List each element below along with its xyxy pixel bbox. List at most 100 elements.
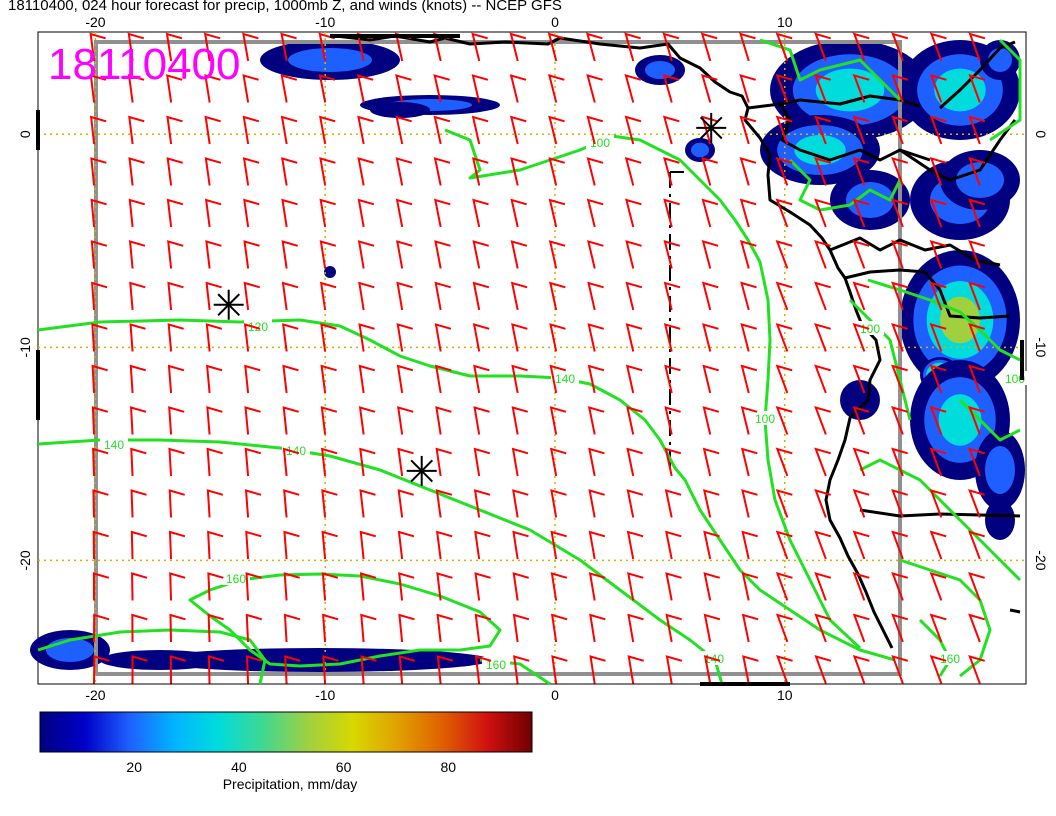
wind-barb: [626, 447, 643, 477]
wind-barb: [588, 447, 605, 477]
wind-barb: [891, 654, 909, 684]
wind-barb: [740, 364, 758, 394]
x-tick-label-top: -20: [85, 14, 105, 30]
contour-label: 160: [226, 572, 246, 586]
wind-barb: [968, 571, 985, 601]
contour-label-bg: [244, 319, 272, 333]
colorbar-tick-label: 40: [231, 759, 247, 775]
wind-barb: [167, 364, 185, 394]
wind-barb: [319, 198, 336, 228]
wind-barb: [245, 530, 262, 560]
wind-barb: [891, 281, 908, 311]
wind-barb: [92, 613, 110, 643]
wind-barb: [358, 281, 375, 311]
y-tick-label-right: -10: [1033, 337, 1049, 357]
x-tick-label-bottom: 0: [551, 687, 559, 703]
wind-barb: [968, 239, 986, 269]
wind-barb: [131, 655, 148, 684]
wind-barb: [852, 364, 870, 394]
wind-barb: [167, 281, 184, 311]
wind-barb: [318, 74, 336, 103]
wind-barb: [968, 32, 986, 62]
wind-barb: [396, 323, 414, 352]
wind-barb: [168, 447, 185, 477]
border-h: [1009, 608, 1021, 614]
wind-barb: [166, 157, 183, 186]
wind-barb: [852, 322, 870, 352]
wind-barb: [740, 323, 757, 352]
wind-barb: [852, 198, 870, 228]
wind-barb: [509, 115, 527, 145]
wind-barb: [586, 157, 604, 186]
wind-barb: [891, 488, 908, 518]
wind-barb: [663, 281, 681, 311]
wind-barb: [740, 447, 758, 477]
wind-barb: [968, 364, 985, 394]
wind-barb: [664, 489, 682, 518]
wind-barb: [968, 322, 985, 352]
wind-barb: [396, 281, 413, 311]
wind-barb: [701, 281, 719, 311]
wind-barb: [322, 655, 339, 684]
wind-barb: [775, 239, 793, 269]
wind-barb: [891, 447, 908, 477]
wind-barb: [166, 74, 183, 103]
height-contours: [37, 38, 1022, 686]
wind-barb: [513, 655, 530, 684]
contour-label-bg: [751, 411, 779, 425]
wind-barb: [588, 489, 605, 518]
contour-label-bg: [856, 321, 884, 335]
y-tick-label-right: -20: [1033, 550, 1049, 570]
wind-barb: [357, 240, 375, 269]
wind-barb: [852, 571, 870, 601]
wind-barb: [167, 323, 184, 352]
wind-barb: [282, 447, 300, 477]
wind-barb: [242, 74, 259, 103]
wind-barb: [741, 613, 759, 643]
wind-barb: [891, 156, 909, 186]
wind-barb: [474, 655, 492, 684]
wind-barb: [775, 405, 793, 435]
precip-cell: [324, 266, 336, 278]
wind-barb: [700, 32, 718, 62]
wind-barb: [433, 157, 451, 186]
contour-label: 140: [555, 372, 575, 386]
contour-n: [989, 38, 1022, 142]
x-tick-label-top: 10: [777, 14, 793, 30]
wind-barb: [204, 115, 221, 145]
wind-barb: [814, 32, 832, 62]
wind-barb: [852, 156, 870, 186]
contour-e: [37, 628, 267, 685]
wind-barb: [814, 405, 831, 435]
wind-barb: [510, 157, 527, 186]
wind-barb: [243, 240, 260, 269]
wind-barb: [814, 488, 832, 518]
wind-barb: [701, 240, 719, 269]
precip-cell: [150, 648, 490, 672]
wind-barb: [775, 322, 793, 352]
precip-cell: [956, 162, 1004, 198]
contour-label: 140: [286, 444, 306, 458]
wind-barb: [548, 157, 566, 186]
wind-barb: [814, 73, 831, 103]
wind-barb: [434, 281, 451, 311]
asterisk-stroke: [217, 293, 241, 317]
wind-barb: [166, 198, 184, 228]
wind-barb: [588, 572, 606, 601]
wind-barb: [245, 613, 263, 643]
wind-barb: [929, 488, 947, 518]
wind-barb: [626, 489, 644, 518]
wind-barb: [435, 530, 453, 560]
wind-barb: [929, 32, 947, 62]
wind-barb: [472, 281, 490, 311]
wind-barb: [663, 240, 681, 269]
wind-barb: [168, 489, 185, 518]
wind-barb: [243, 198, 260, 228]
wind-barb: [929, 447, 947, 477]
wind-barb: [207, 613, 224, 643]
wind-barb: [624, 32, 641, 62]
wind-barb: [204, 198, 222, 228]
wind-barb: [587, 281, 604, 311]
wind-barb: [244, 447, 262, 477]
